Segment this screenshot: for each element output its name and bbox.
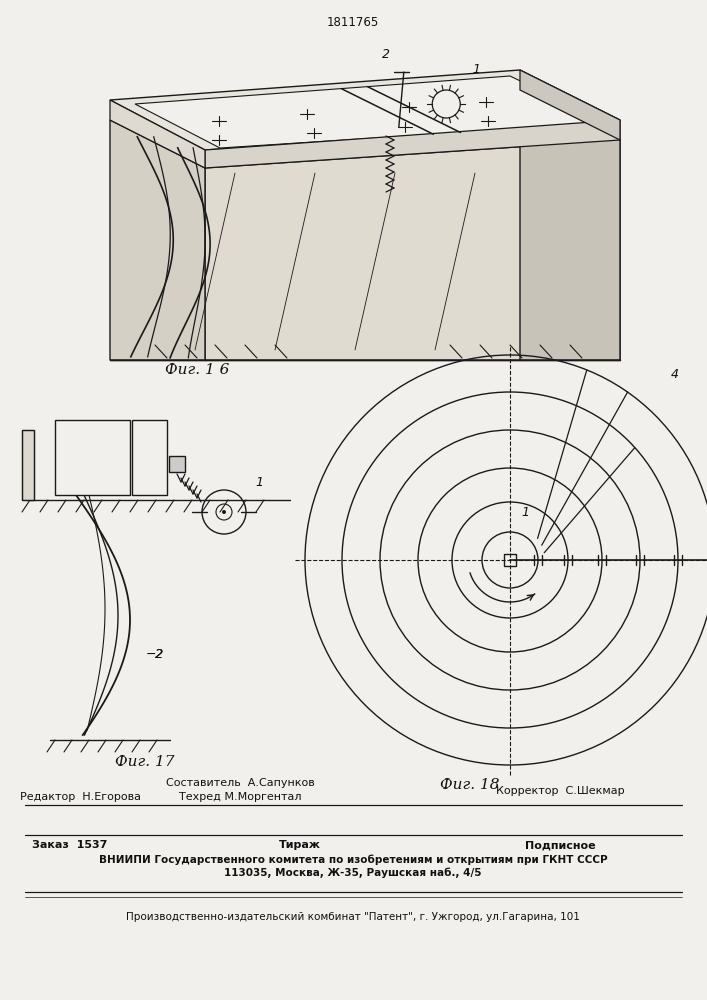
Text: 4: 4 bbox=[671, 368, 679, 381]
Text: Редактор  Н.Егорова: Редактор Н.Егорова bbox=[20, 792, 141, 802]
Polygon shape bbox=[110, 100, 205, 168]
Polygon shape bbox=[205, 140, 620, 360]
Text: Составитель  А.Сапунков: Составитель А.Сапунков bbox=[165, 778, 315, 788]
Text: 1811765: 1811765 bbox=[327, 16, 379, 29]
Text: 1: 1 bbox=[521, 506, 529, 518]
Polygon shape bbox=[205, 120, 620, 168]
Text: 113035, Москва, Ж-35, Раушская наб., 4/5: 113035, Москва, Ж-35, Раушская наб., 4/5 bbox=[224, 868, 481, 878]
Polygon shape bbox=[520, 70, 620, 140]
Bar bbox=[169, 456, 185, 472]
Text: Техред М.Моргентал: Техред М.Моргентал bbox=[179, 792, 301, 802]
Bar bbox=[55, 420, 130, 495]
Text: Тираж: Тираж bbox=[279, 840, 321, 850]
Text: Подписное: Подписное bbox=[525, 840, 595, 850]
Circle shape bbox=[222, 510, 226, 514]
Bar bbox=[504, 554, 516, 566]
Text: Производственно-издательский комбинат "Патент", г. Ужгород, ул.Гагарина, 101: Производственно-издательский комбинат "П… bbox=[126, 912, 580, 922]
Text: 2: 2 bbox=[155, 648, 163, 662]
Text: 1: 1 bbox=[255, 476, 263, 488]
Text: Фиг. 17: Фиг. 17 bbox=[115, 755, 175, 769]
Text: Заказ  1537: Заказ 1537 bbox=[33, 840, 107, 850]
Bar bbox=[22, 430, 34, 500]
Polygon shape bbox=[110, 120, 205, 360]
Bar bbox=[22, 430, 34, 500]
Text: Фиг. 1 6: Фиг. 1 6 bbox=[165, 363, 229, 377]
Polygon shape bbox=[110, 70, 620, 150]
Text: ВНИИПИ Государственного комитета по изобретениям и открытиям при ГКНТ СССР: ВНИИПИ Государственного комитета по изоб… bbox=[99, 855, 607, 865]
Text: −2: −2 bbox=[146, 648, 164, 662]
Polygon shape bbox=[135, 76, 608, 148]
Polygon shape bbox=[520, 90, 620, 360]
Text: 1: 1 bbox=[472, 63, 480, 76]
Text: 2: 2 bbox=[382, 48, 390, 61]
Bar bbox=[132, 420, 167, 495]
Text: Фиг. 18: Фиг. 18 bbox=[440, 778, 500, 792]
Text: Корректор  С.Шекмар: Корректор С.Шекмар bbox=[496, 786, 624, 796]
